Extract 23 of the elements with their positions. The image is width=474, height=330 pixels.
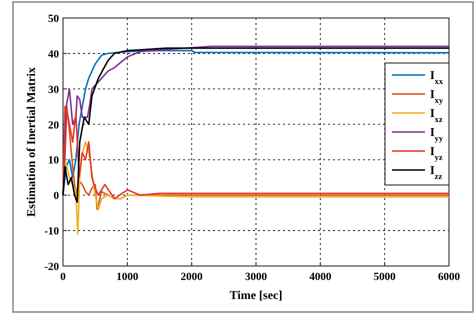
y-tick-label: 30 xyxy=(48,84,60,96)
x-tick-label: 6000 xyxy=(438,271,460,283)
x-axis-title: Time [sec] xyxy=(230,288,282,302)
line-series xyxy=(62,141,450,235)
x-tick-label: 4000 xyxy=(309,271,332,283)
legend-label: I$_{zz}$ xyxy=(430,163,442,180)
x-tick-label: 5000 xyxy=(374,271,396,283)
legend-label: I$_{xy}$ xyxy=(430,87,444,104)
y-tick-label: -10 xyxy=(44,226,60,238)
y-tick-label: 20 xyxy=(48,119,60,132)
y-tick-label: 10 xyxy=(48,154,60,167)
y-tick-label: 40 xyxy=(48,48,60,60)
x-tick-label: 2000 xyxy=(180,271,204,283)
x-tick-label: 3000 xyxy=(245,271,268,283)
legend-label: I$_{xx}$ xyxy=(430,68,444,86)
legend-label: I$_{yy}$ xyxy=(430,125,444,142)
x-tick-label: 1000 xyxy=(116,271,139,283)
y-axis-title: Estimation of Inertial Matrix xyxy=(24,67,38,217)
legend-label: I$_{xz}$ xyxy=(430,106,443,124)
legend-label: I$_{yz}$ xyxy=(430,144,443,162)
y-tick-label: -20 xyxy=(44,261,60,273)
y-tick-label: 0 xyxy=(54,190,60,202)
y-tick-label: 50 xyxy=(48,13,60,25)
